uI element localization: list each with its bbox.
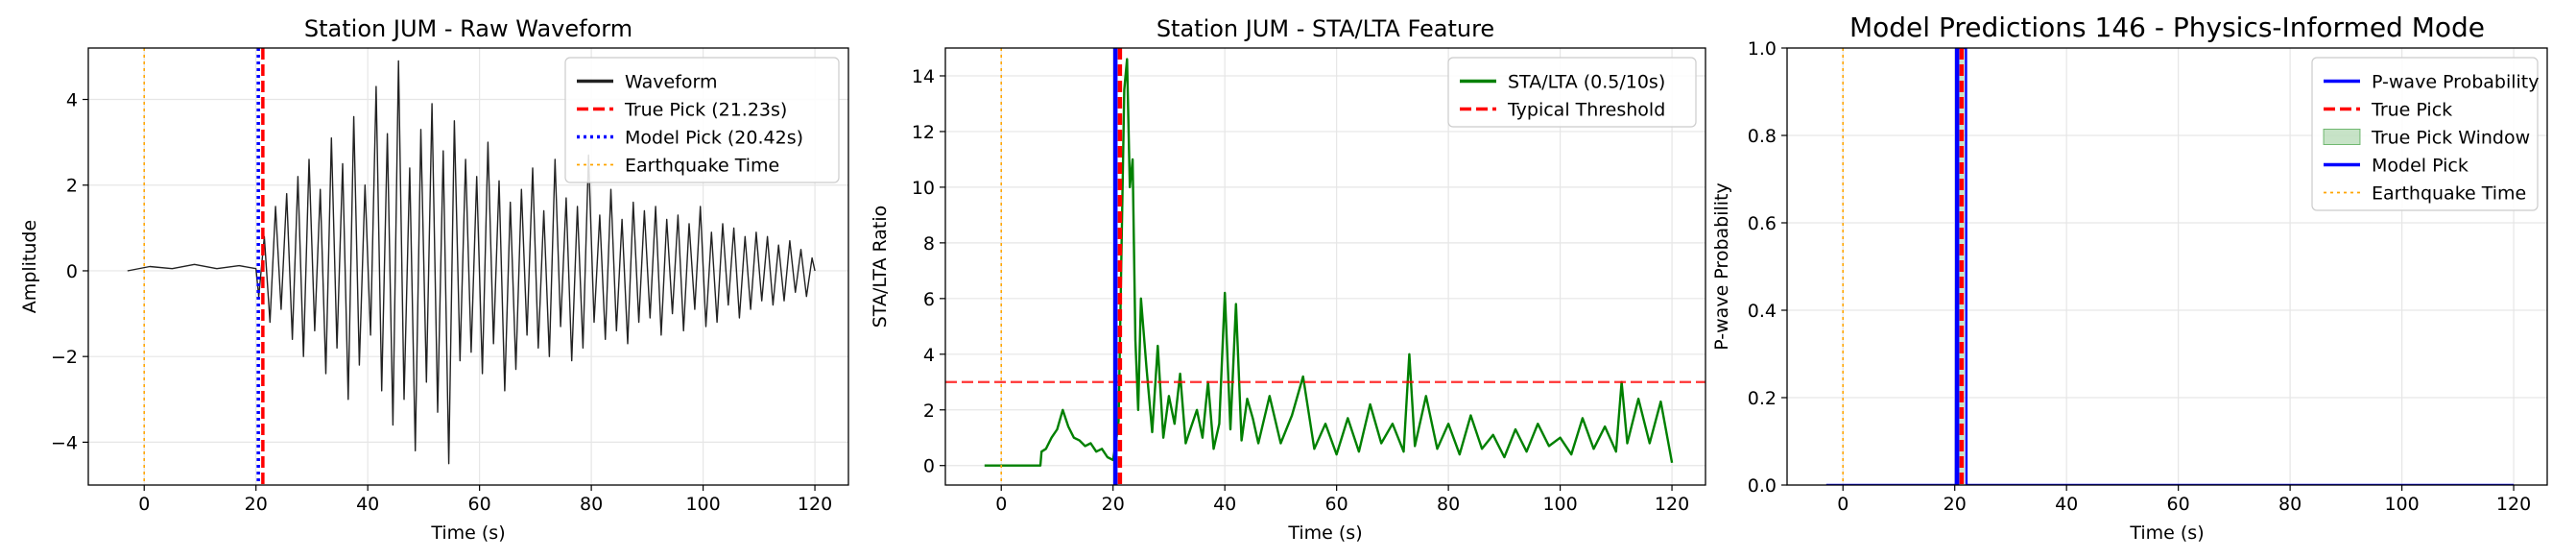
chart-title: Station JUM - Raw Waveform (304, 15, 632, 42)
legend-label: True Pick (21.23s) (624, 100, 787, 121)
legend-label: True Pick Window (2371, 128, 2530, 149)
legend-label: True Pick (2371, 100, 2452, 121)
legend-item: True Pick (21.23s) (577, 100, 787, 121)
legend-box (1447, 57, 1697, 128)
y-tick-label: 2 (923, 401, 935, 422)
x-tick-label: 20 (1944, 494, 1967, 515)
x-tick-label: 120 (2496, 494, 2531, 515)
legend-item: Earthquake Time (2324, 183, 2526, 205)
x-tick-label: 40 (2055, 494, 2078, 515)
legend-item: Model Pick (2324, 156, 2469, 177)
x-tick-label: 80 (2278, 494, 2302, 515)
y-tick-label: 0.0 (1748, 475, 1777, 497)
x-tick-label: 100 (1542, 494, 1577, 515)
plot-area (1825, 48, 2515, 485)
x-tick-label: 80 (580, 494, 603, 515)
x-tick-label: 40 (1213, 494, 1236, 515)
y-tick-label: −4 (51, 432, 78, 453)
legend-item: Model Pick (20.42s) (577, 128, 803, 149)
legend-item: Waveform (577, 72, 717, 93)
x-tick-label: 100 (685, 494, 720, 515)
subplot-2: 0 20 40 60 80 100 120 0.0 0.2 0.4 0.6 0.8 1.0 Model P… (1711, 12, 2548, 544)
y-tick-label: 2 (66, 176, 78, 197)
y-tick-label: 4 (66, 90, 78, 111)
y-axis-label: P-wave Probability (1711, 182, 1732, 351)
legend-box (2311, 57, 2539, 211)
y-tick-label: 4 (923, 345, 935, 366)
y-axis-label: Amplitude (19, 220, 40, 313)
series-line (984, 58, 1674, 467)
legend-swatch (2323, 129, 2361, 145)
y-axis-label: STA/LTA Ratio (870, 206, 891, 328)
x-axis-label: Time (s) (430, 523, 505, 544)
x-tick-label: 20 (1102, 494, 1125, 515)
chart-title: Model Predictions 146 - Physics-Informed… (1849, 12, 2485, 43)
legend-item: P-wave Probability (2324, 72, 2540, 93)
y-tick-label: 14 (912, 66, 935, 87)
legend-label: Model Pick (20.42s) (625, 128, 803, 149)
axes-frame (1786, 47, 2548, 486)
chart-title: Station JUM - STA/LTA Feature (1157, 15, 1494, 42)
y-tick-label: 0 (923, 456, 935, 477)
axes-frame (87, 47, 849, 486)
x-tick-label: 60 (2167, 494, 2190, 515)
y-tick-label: 0.4 (1748, 301, 1777, 322)
x-tick-label: 100 (2384, 494, 2419, 515)
legend-label: Typical Threshold (1507, 100, 1665, 121)
x-tick-label: 60 (1325, 494, 1348, 515)
axes-frame (944, 47, 1706, 486)
x-tick-label: 60 (468, 494, 491, 515)
legend-label: P-wave Probability (2372, 72, 2540, 93)
legend: STA/LTA (0.5/10s) Typical Threshold (1447, 57, 1697, 128)
plot-area (127, 48, 816, 485)
y-tick-label: −2 (51, 347, 78, 368)
legend-item: Earthquake Time (577, 156, 779, 177)
x-axis-label: Time (s) (2129, 523, 2204, 544)
legend-label: STA/LTA (0.5/10s) (1508, 72, 1665, 93)
legend: Waveform True Pick (21.23s) Model Pick (20… (564, 57, 840, 183)
y-tick-label: 0 (66, 261, 78, 282)
legend-label: Waveform (625, 72, 717, 93)
legend-item: True Pick Window (2323, 128, 2530, 149)
y-tick-label: 10 (912, 178, 935, 199)
legend-item: True Pick (2324, 100, 2452, 121)
subplot-0: 0 20 40 60 80 100 120 −4 −2 0 2 4 Station JUM - Raw … (19, 15, 849, 544)
x-tick-label: 80 (1437, 494, 1460, 515)
legend-label: Model Pick (2372, 156, 2469, 177)
y-tick-label: 8 (923, 233, 935, 255)
x-tick-label: 120 (798, 494, 832, 515)
y-tick-label: 6 (923, 289, 935, 310)
legend-label: Earthquake Time (2372, 183, 2526, 205)
legend: P-wave Probability True Pick True Pick Win… (2311, 57, 2540, 211)
y-tick-label: 12 (912, 122, 935, 143)
y-tick-label: 0.8 (1748, 126, 1777, 147)
y-tick-label: 0.6 (1748, 213, 1777, 234)
x-tick-label: 40 (356, 494, 379, 515)
legend-item: STA/LTA (0.5/10s) (1460, 72, 1665, 93)
y-tick-label: 0.2 (1748, 388, 1777, 409)
x-axis-label: Time (s) (1287, 523, 1362, 544)
plot-area (945, 48, 1705, 485)
series-line (127, 60, 816, 465)
legend-label: Earthquake Time (625, 156, 779, 177)
x-tick-label: 0 (138, 494, 150, 515)
subplot-1: 0 20 40 60 80 100 120 0 2 4 6 8 10 12 14 Station JUM - … (870, 15, 1706, 544)
x-tick-label: 0 (1837, 494, 1849, 515)
x-tick-label: 20 (245, 494, 268, 515)
legend-box (564, 57, 840, 183)
x-tick-label: 120 (1655, 494, 1689, 515)
y-tick-label: 1.0 (1748, 38, 1777, 60)
x-tick-label: 0 (995, 494, 1007, 515)
legend-item: Typical Threshold (1460, 100, 1665, 121)
